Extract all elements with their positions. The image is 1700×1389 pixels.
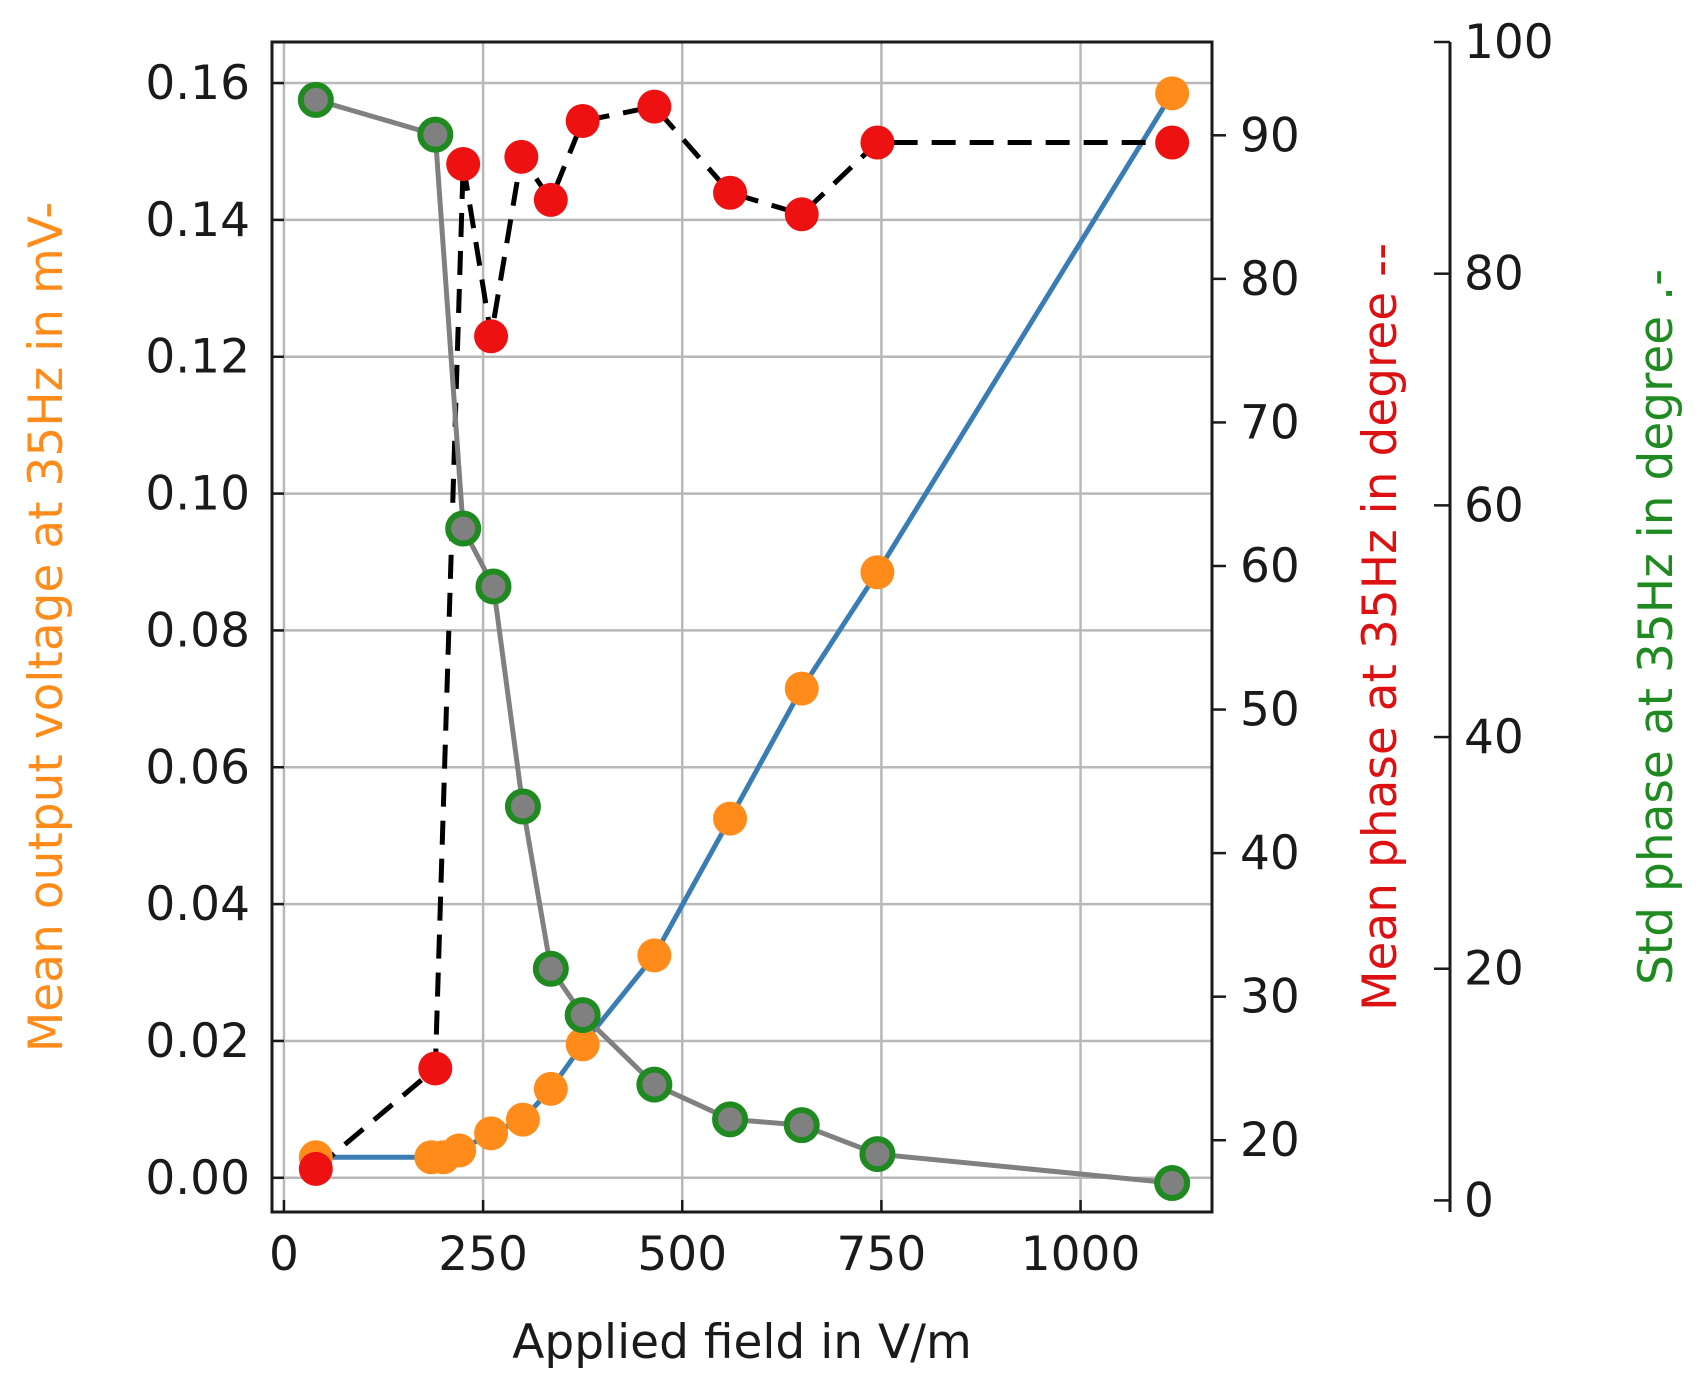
right1-y-tick-label: 90 — [1240, 108, 1300, 163]
x-tick-label: 250 — [438, 1227, 528, 1282]
right2-y-tick-label: 40 — [1464, 710, 1524, 765]
phase-point — [860, 125, 895, 160]
voltage-point — [713, 801, 748, 836]
phase-point — [1155, 125, 1190, 160]
right1-y-tick-label: 20 — [1240, 1113, 1300, 1168]
left-y-tick-label: 0.02 — [145, 1014, 250, 1069]
right2-y-tick-label: 20 — [1464, 942, 1524, 997]
right2-y-tick-label: 60 — [1464, 478, 1524, 533]
left-y-tick-label: 0.10 — [145, 467, 250, 522]
voltage-point — [533, 1071, 568, 1106]
phase-point — [533, 182, 568, 217]
phase-point — [418, 1051, 453, 1086]
left-y-tick-label: 0.14 — [145, 193, 250, 248]
plot-frame — [270, 40, 1214, 1214]
x-tick-label: 500 — [637, 1227, 727, 1282]
right1-y-axis-label: Mean phase at 35Hz in degree -- — [1353, 243, 1408, 1011]
std-point — [417, 116, 454, 153]
phase-point — [446, 147, 481, 182]
grid — [272, 42, 1212, 1212]
std-point — [504, 788, 541, 825]
right1-y-tick-label: 30 — [1240, 970, 1300, 1025]
voltage-point — [784, 671, 819, 706]
left-y-axis-label: Mean output voltage at 35Hz in mV- — [19, 202, 74, 1052]
right1-y-tick-label: 40 — [1240, 826, 1300, 881]
axes: 0 250 500 750 10000.000.020.040.060.080.100.… — [145, 15, 1553, 1282]
std-point — [859, 1136, 896, 1173]
voltage-point — [1155, 76, 1190, 111]
voltage-point — [442, 1133, 477, 1168]
left-y-tick-label: 0.06 — [145, 740, 250, 795]
right1-y-tick-label: 60 — [1240, 539, 1300, 594]
std-point — [1154, 1165, 1191, 1202]
std-point — [636, 1066, 673, 1103]
left-y-tick-label: 0.08 — [145, 603, 250, 658]
x-tick-label: 1000 — [1021, 1227, 1141, 1282]
voltage-point — [637, 938, 672, 973]
voltage-point — [565, 1027, 600, 1062]
phase-point — [504, 139, 539, 174]
voltage-point — [474, 1116, 509, 1151]
phase-point — [565, 103, 600, 138]
right2-y-axis-label: Std phase at 35Hz in degree .- — [1629, 269, 1684, 985]
phase-point — [474, 319, 509, 354]
x-axis-label: Applied field in V/m — [512, 1315, 972, 1370]
right1-y-tick-label: 80 — [1240, 252, 1300, 307]
std-point — [297, 81, 334, 118]
left-y-tick-label: 0.00 — [145, 1151, 250, 1206]
left-y-tick-label: 0.16 — [145, 56, 250, 111]
std-point — [712, 1101, 749, 1138]
std-line — [315, 97, 1173, 1186]
right1-y-tick-label: 50 — [1240, 683, 1300, 738]
series-layer — [297, 76, 1191, 1202]
phase-point — [298, 1151, 333, 1186]
phase-point — [784, 197, 819, 232]
std-point — [475, 568, 512, 605]
std-point — [532, 950, 569, 987]
right2-y-tick-label: 100 — [1464, 15, 1554, 70]
voltage-point — [860, 555, 895, 590]
phase-line — [314, 104, 1173, 1171]
voltage-point — [505, 1102, 540, 1137]
phase-point — [713, 175, 748, 210]
phase-point — [637, 89, 672, 124]
std-point — [564, 997, 601, 1034]
std-point — [445, 510, 482, 547]
right2-y-tick-label: 80 — [1464, 247, 1524, 302]
left-y-tick-label: 0.12 — [145, 330, 250, 385]
x-tick-label: 0 — [269, 1227, 299, 1282]
std-point — [783, 1107, 820, 1144]
right2-y-tick-label: 0 — [1464, 1173, 1494, 1228]
x-tick-label: 750 — [837, 1227, 927, 1282]
left-y-tick-label: 0.04 — [145, 877, 250, 932]
right1-y-tick-label: 70 — [1240, 395, 1300, 450]
